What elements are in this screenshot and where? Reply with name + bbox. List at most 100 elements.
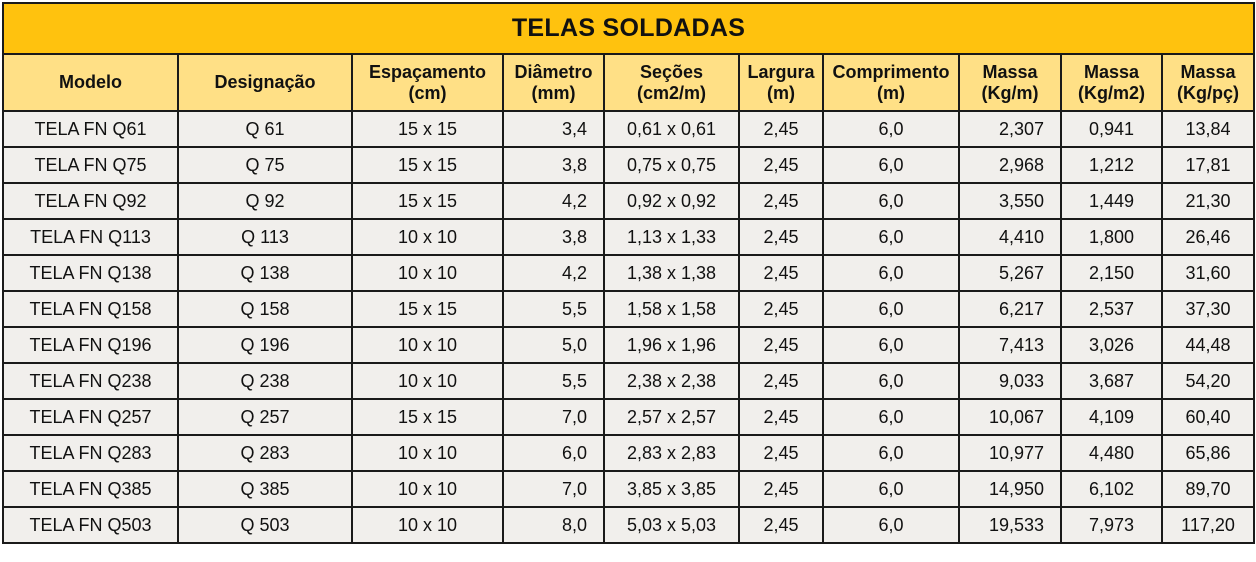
cell-diametro: 3,8 (502, 146, 605, 184)
cell-massa-kg-pc: 13,84 (1160, 110, 1256, 148)
cell-espacamento: 10 x 10 (351, 362, 504, 400)
cell-massa-kg-pc: 21,30 (1160, 182, 1256, 220)
column-header-massa-kg-m2: Massa (Kg/m2) (1060, 53, 1163, 112)
cell-modelo: TELA FN Q138 (2, 254, 179, 292)
cell-massa-kg-m: 9,033 (958, 362, 1062, 400)
cell-massa-kg-pc: 89,70 (1160, 470, 1256, 508)
column-header-secoes: Seções (cm2/m) (603, 53, 740, 112)
column-header-designacao: Designação (177, 53, 353, 112)
cell-secoes: 1,13 x 1,33 (603, 218, 740, 256)
cell-massa-kg-m2: 1,212 (1060, 146, 1163, 184)
cell-largura: 2,45 (738, 398, 824, 436)
cell-espacamento: 15 x 15 (351, 290, 504, 328)
cell-diametro: 3,4 (502, 110, 605, 148)
header-row: Modelo Designação Espaçamento (cm) Diâmetro(… (2, 53, 1256, 112)
cell-secoes: 5,03 x 5,03 (603, 506, 740, 544)
cell-modelo: TELA FN Q75 (2, 146, 179, 184)
column-header-text: Massa (1180, 61, 1236, 82)
cell-diametro: 5,5 (502, 290, 605, 328)
cell-modelo: TELA FN Q385 (2, 470, 179, 508)
cell-modelo: TELA FN Q257 (2, 398, 179, 436)
column-header-text: Largura (747, 61, 815, 82)
cell-largura: 2,45 (738, 506, 824, 544)
cell-modelo: TELA FN Q113 (2, 218, 179, 256)
cell-massa-kg-m: 6,217 (958, 290, 1062, 328)
cell-largura: 2,45 (738, 326, 824, 364)
cell-massa-kg-m: 3,550 (958, 182, 1062, 220)
cell-secoes: 0,75 x 0,75 (603, 146, 740, 184)
column-header-text: (m) (767, 82, 795, 103)
table-row: TELA FN Q385 Q 385 10 x 10 7,0 3,85 x 3,85 2,… (2, 470, 1256, 508)
cell-diametro: 7,0 (502, 398, 605, 436)
table-row: TELA FN Q75 Q 75 15 x 15 3,8 0,75 x 0,75 2,45… (2, 146, 1256, 184)
cell-espacamento: 15 x 15 (351, 110, 504, 148)
cell-designacao: Q 113 (177, 218, 353, 256)
cell-secoes: 2,38 x 2,38 (603, 362, 740, 400)
cell-designacao: Q 92 (177, 182, 353, 220)
cell-massa-kg-pc: 117,20 (1160, 506, 1256, 544)
cell-massa-kg-m: 2,968 (958, 146, 1062, 184)
column-header-comprimento: Comprimento (m) (822, 53, 960, 112)
cell-massa-kg-pc: 26,46 (1160, 218, 1256, 256)
cell-secoes: 0,61 x 0,61 (603, 110, 740, 148)
cell-designacao: Q 385 (177, 470, 353, 508)
column-header-text: Espaçamento (368, 61, 487, 82)
cell-massa-kg-pc: 17,81 (1160, 146, 1256, 184)
cell-largura: 2,45 (738, 218, 824, 256)
cell-modelo: TELA FN Q503 (2, 506, 179, 544)
cell-secoes: 0,92 x 0,92 (603, 182, 740, 220)
cell-massa-kg-m: 2,307 (958, 110, 1062, 148)
cell-diametro: 4,2 (502, 254, 605, 292)
cell-comprimento: 6,0 (822, 398, 960, 436)
cell-comprimento: 6,0 (822, 146, 960, 184)
cell-diametro: 3,8 (502, 218, 605, 256)
cell-massa-kg-m: 10,977 (958, 434, 1062, 472)
column-header-text: (Kg/pç) (1177, 82, 1240, 103)
cell-massa-kg-m: 10,067 (958, 398, 1062, 436)
cell-massa-kg-m: 7,413 (958, 326, 1062, 364)
table-row: TELA FN Q92 Q 92 15 x 15 4,2 0,92 x 0,92 2,45… (2, 182, 1256, 220)
cell-massa-kg-m2: 7,973 (1060, 506, 1163, 544)
table-row: TELA FN Q61 Q 61 15 x 15 3,4 0,61 x 0,61 2,45… (2, 110, 1256, 148)
cell-comprimento: 6,0 (822, 290, 960, 328)
cell-massa-kg-m2: 0,941 (1060, 110, 1163, 148)
cell-comprimento: 6,0 (822, 182, 960, 220)
cell-diametro: 6,0 (502, 434, 605, 472)
cell-designacao: Q 283 (177, 434, 353, 472)
cell-largura: 2,45 (738, 290, 824, 328)
cell-massa-kg-m2: 4,109 (1060, 398, 1163, 436)
cell-modelo: TELA FN Q61 (2, 110, 179, 148)
column-header-diametro: Diâmetro (mm) (502, 53, 605, 112)
cell-comprimento: 6,0 (822, 110, 960, 148)
cell-diametro: 4,2 (502, 182, 605, 220)
cell-modelo: TELA FN Q283 (2, 434, 179, 472)
cell-massa-kg-m2: 2,537 (1060, 290, 1163, 328)
column-header-text: Designação (214, 72, 316, 92)
column-header-text: Modelo (59, 72, 122, 92)
cell-massa-kg-pc: 37,30 (1160, 290, 1256, 328)
cell-comprimento: 6,0 (822, 326, 960, 364)
cell-massa-kg-m2: 1,800 (1060, 218, 1163, 256)
cell-espacamento: 15 x 15 (351, 398, 504, 436)
table-row: TELA FN Q158 Q 158 15 x 15 5,5 1,58 x 1,58 2,… (2, 290, 1256, 328)
cell-designacao: Q 238 (177, 362, 353, 400)
cell-massa-kg-pc: 65,86 (1160, 434, 1256, 472)
cell-massa-kg-pc: 54,20 (1160, 362, 1256, 400)
cell-diametro: 8,0 (502, 506, 605, 544)
cell-espacamento: 10 x 10 (351, 218, 504, 256)
column-header-text: Diâmetro (514, 61, 593, 82)
table-row: TELA FN Q283 Q 283 10 x 10 6,0 2,83 x 2,83 2,… (2, 434, 1256, 472)
column-header-modelo: Modelo (2, 53, 179, 112)
column-header-text: Massa (1083, 61, 1140, 82)
cell-secoes: 3,85 x 3,85 (603, 470, 740, 508)
table-row: TELA FN Q238 Q 238 10 x 10 5,5 2,38 x 2,38 2,… (2, 362, 1256, 400)
cell-espacamento: 10 x 10 (351, 326, 504, 364)
cell-designacao: Q 503 (177, 506, 353, 544)
cell-modelo: TELA FN Q196 (2, 326, 179, 364)
cell-diametro: 5,5 (502, 362, 605, 400)
table-title: TELAS SOLDADAS (1, 2, 1256, 55)
column-header-massa-kg-m: Massa (Kg/m) (958, 53, 1062, 112)
cell-espacamento: 10 x 10 (351, 254, 504, 292)
cell-secoes: 2,83 x 2,83 (603, 434, 740, 472)
cell-comprimento: 6,0 (822, 470, 960, 508)
